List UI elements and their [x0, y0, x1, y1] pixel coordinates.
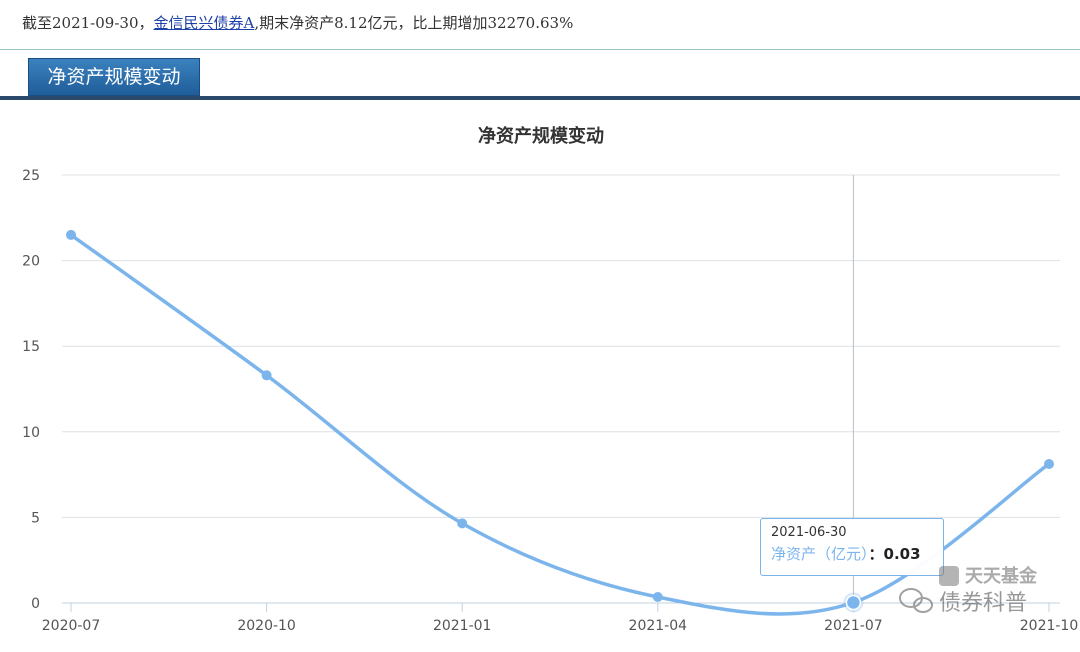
chart-grid [62, 174, 1060, 518]
y-tick-label: 0 [31, 596, 40, 612]
summary-suffix: ,期末净资产8.12亿元，比上期增加32270.63% [254, 14, 574, 32]
x-tick-label: 2021-04 [629, 618, 688, 634]
data-point [66, 229, 76, 240]
y-tick-label: 20 [22, 254, 40, 270]
x-tick-label: 2021-01 [433, 618, 492, 634]
x-tick-label: 2020-10 [237, 618, 296, 634]
chart-title: 净资产规模变动 [478, 125, 604, 147]
tab-net-asset-scale[interactable]: 净资产规模变动 [28, 58, 200, 96]
tooltip-value: 0.03 [883, 545, 921, 563]
data-point [261, 370, 272, 381]
data-points [66, 229, 1054, 613]
x-tick-label: 2021-10 [1020, 618, 1079, 634]
y-tick-label: 15 [22, 339, 40, 355]
y-tick-label: 5 [31, 510, 40, 526]
watermark-graphic: 天天基金 债券科普 [899, 565, 1038, 616]
summary-prefix: 截至2021-09-30， [22, 14, 154, 32]
watermark-wechat-name: 债券科普 [939, 591, 1027, 616]
tooltip-separator: ： [868, 545, 884, 563]
watermark-brand: 天天基金 [965, 565, 1038, 587]
wechat-icon [899, 588, 933, 613]
tooltip-series-label: 净资产（亿元） [771, 545, 869, 563]
x-tick-label: 2021-07 [824, 618, 883, 634]
series-line [69, 233, 1051, 616]
summary-text: 截至2021-09-30，金信民兴债券A,期末净资产8.12亿元，比上期增加32… [22, 12, 573, 33]
y-tick-label: 10 [22, 425, 40, 441]
fund-name-link[interactable]: 金信民兴债券A [153, 14, 255, 32]
y-axis: 0 5 10 15 20 25 [22, 168, 40, 612]
data-point-hovered [845, 594, 862, 611]
brand-logo-icon [939, 566, 959, 586]
summary-bar: 截至2021-09-30，金信民兴债券A,期末净资产8.12亿元，比上期增加32… [0, 0, 1080, 50]
data-point [457, 518, 468, 529]
watermark: 天天基金 债券科普 [895, 560, 1065, 624]
x-axis: 2020-07 2020-10 2021-01 2021-04 2021-07 2021-… [42, 602, 1079, 634]
y-tick-label: 25 [22, 168, 40, 184]
x-tick-label: 2020-07 [42, 618, 101, 634]
data-point [652, 592, 663, 603]
net-asset-chart: 净资产规模变动 0 5 10 15 20 25 2020-07 2020-10 2021-01… [22, 125, 1079, 634]
chart-area: 净资产规模变动 0 5 10 15 20 25 2020-07 2020-10 2021-01… [0, 100, 1080, 648]
tooltip-date: 2021-06-30 [771, 525, 847, 540]
data-point [1044, 458, 1054, 469]
tab-underline [0, 96, 1080, 100]
chart-tooltip: 2021-06-30 净资产（亿元）：0.03 [760, 518, 944, 576]
